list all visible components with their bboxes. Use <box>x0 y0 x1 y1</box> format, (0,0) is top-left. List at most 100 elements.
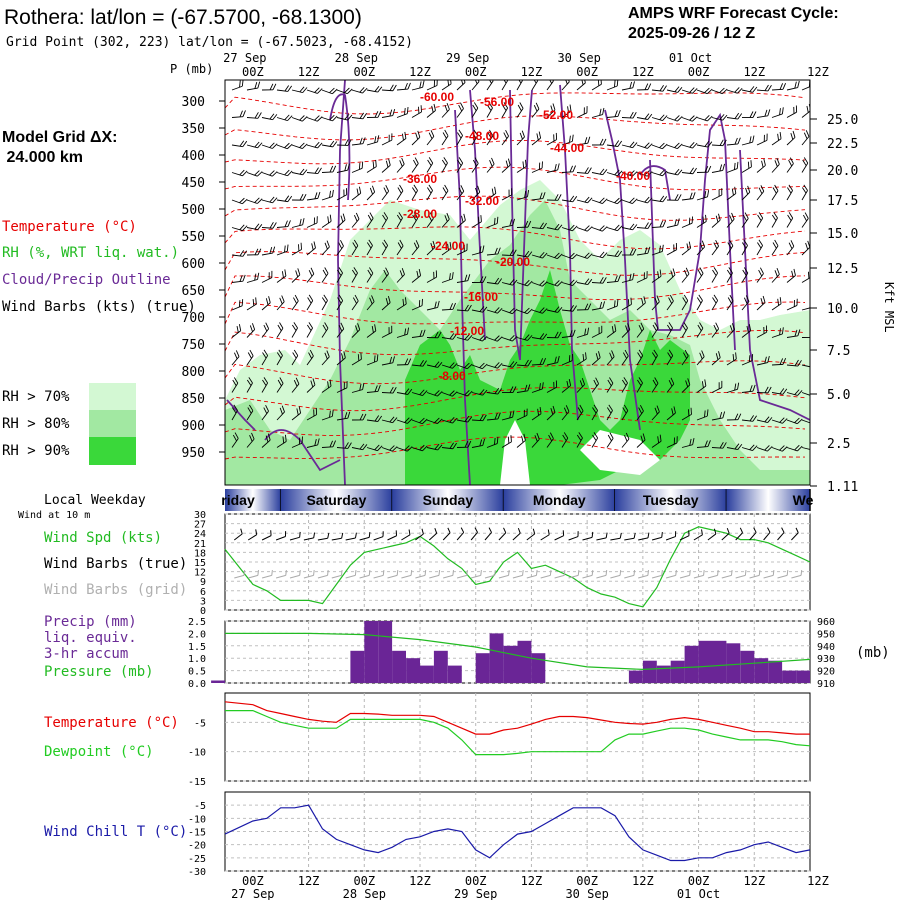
wind-barb <box>546 331 562 339</box>
wind-barb <box>516 384 531 393</box>
wind-barb <box>441 80 452 91</box>
wind-barb <box>561 305 577 312</box>
true-wind-barb <box>665 531 677 541</box>
wind-barb <box>576 167 592 174</box>
pressure-ticks: 300 350 400 450 500 550 600 650 700 750 800 850 900 9… <box>182 95 225 461</box>
grid-wind-barb <box>582 570 594 579</box>
wind-barb <box>441 333 458 340</box>
wind-barb <box>651 244 664 256</box>
grid-wind-barb <box>498 570 510 579</box>
wind-barb <box>321 267 329 283</box>
wind-barb <box>786 184 793 201</box>
wind-barb <box>636 142 653 149</box>
precip-bar <box>378 621 393 683</box>
wind-barb <box>814 77 829 90</box>
wind-barb <box>561 104 572 118</box>
height-tick-label: 10.0 <box>827 302 858 317</box>
wind-barb <box>351 352 362 366</box>
wind-barb <box>246 112 262 119</box>
isotherm-label: -44.00 <box>550 141 584 155</box>
wind-barb <box>546 306 563 313</box>
wind-barb <box>651 377 659 393</box>
wind-barb <box>456 243 468 256</box>
wind-barb <box>276 169 293 177</box>
bottom-tick-label: 12Z <box>632 874 654 888</box>
wind-barb <box>261 433 271 448</box>
wind-barb <box>501 335 518 342</box>
wind-barb <box>771 358 787 366</box>
wind-barb <box>621 197 638 204</box>
wind-barb <box>501 249 517 257</box>
isotherm <box>225 410 806 436</box>
isotherm-label: -16.00 <box>464 290 498 304</box>
wind-barb <box>276 349 283 366</box>
wind-barb <box>246 141 263 149</box>
wind-barb <box>351 239 359 256</box>
wind-barb <box>396 239 404 256</box>
wind-barb <box>726 161 739 173</box>
wind-barb <box>786 105 798 118</box>
wind-barb <box>366 111 382 118</box>
wind-barb <box>576 80 586 91</box>
true-wind-barb <box>387 530 398 541</box>
wind-barb <box>681 438 695 448</box>
wind-barb <box>426 270 438 283</box>
wind-barb <box>576 378 585 393</box>
wind-barb <box>426 103 436 118</box>
pressure-tick-label: 650 <box>182 284 205 299</box>
wind-barb <box>441 272 454 283</box>
wind-barb <box>742 111 757 118</box>
wind-barb <box>666 142 683 150</box>
wind-barb <box>621 297 632 311</box>
wind-barb <box>261 377 269 393</box>
wind-barb <box>636 170 653 177</box>
pressure-tick-label: 900 <box>182 419 205 434</box>
isotherm <box>225 436 806 460</box>
wind-barb <box>426 80 438 91</box>
wind-barb <box>696 190 710 201</box>
wind-barb <box>426 300 440 311</box>
precip-bar <box>420 665 434 683</box>
pressure-tick-label: 700 <box>182 311 205 326</box>
height-tick-label: 22.5 <box>827 137 858 152</box>
wind-barb <box>516 102 524 118</box>
wind-barb <box>606 324 617 338</box>
windchill-panel: -5 -10 -15 -20 -25 -30 <box>188 791 811 878</box>
weekday-label: We <box>793 492 814 508</box>
wind-barb <box>576 327 590 338</box>
bottom-date-label: 28 Sep <box>343 887 386 900</box>
wind-barb <box>817 332 832 340</box>
wind-barb <box>771 82 787 91</box>
grid-wind-barb <box>651 570 663 579</box>
wind-barb <box>486 129 494 146</box>
wind-barb <box>486 157 495 173</box>
pressure-tick-label: 450 <box>182 176 205 191</box>
wind-barb <box>471 335 488 342</box>
wind-barb <box>456 274 471 283</box>
grid-wind-barb <box>345 570 357 579</box>
wind-barb <box>336 239 344 256</box>
wind-barb <box>471 276 487 283</box>
wind-barb <box>546 132 558 146</box>
wind-barb <box>636 222 652 229</box>
top-tick-label: 12Z <box>743 65 765 79</box>
wind-barb <box>786 298 798 311</box>
wind-barb <box>276 85 293 92</box>
wind-barb <box>246 432 255 448</box>
wind-barb <box>246 81 261 91</box>
wind-barb <box>812 185 825 200</box>
wind-barb <box>636 296 646 311</box>
wind-barb <box>351 186 362 201</box>
wind-barb <box>666 322 673 338</box>
wind-barb <box>801 390 810 397</box>
true-wind-barb <box>624 532 636 541</box>
wind-barb <box>606 224 623 232</box>
wind-barb <box>651 322 659 338</box>
top-tick-label: 12Z <box>298 65 320 79</box>
wind-barb <box>606 299 619 311</box>
precip-tick-label: 0.0 <box>188 679 206 690</box>
pressure-tick-label: 950 <box>817 629 835 640</box>
wind-barb <box>591 251 608 259</box>
wind-panel-title: Wind at 10 m <box>18 510 90 521</box>
wind-barb <box>711 267 719 283</box>
